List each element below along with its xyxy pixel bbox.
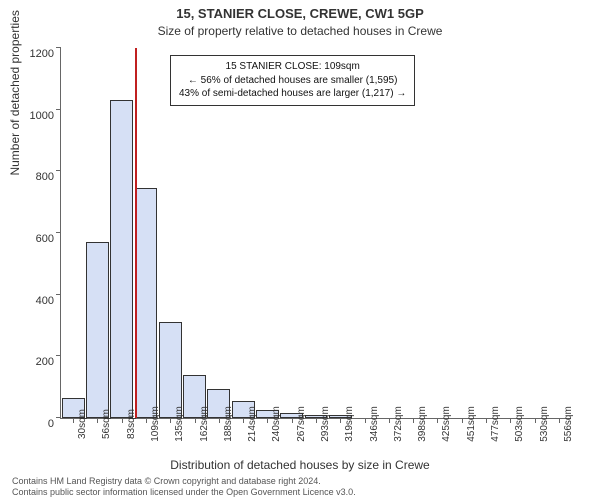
chart-title-main: 15, STANIER CLOSE, CREWE, CW1 5GP <box>0 6 600 21</box>
xtick-mark <box>559 418 560 423</box>
xtick-mark <box>389 418 390 423</box>
x-axis-label: Distribution of detached houses by size … <box>0 458 600 472</box>
annotation-box: 15 STANIER CLOSE: 109sqm← 56% of detache… <box>170 55 415 106</box>
ytick-mark <box>56 232 61 233</box>
ytick-mark <box>56 417 61 418</box>
ytick-mark <box>56 294 61 295</box>
xtick-label: 319sqm <box>344 406 355 442</box>
ytick-mark <box>56 109 61 110</box>
target-line <box>135 48 137 418</box>
chart-container: 15, STANIER CLOSE, CREWE, CW1 5GP Size o… <box>0 0 600 500</box>
histogram-bar <box>159 322 182 418</box>
xtick-label: 425sqm <box>441 406 452 442</box>
xtick-mark <box>195 418 196 423</box>
xtick-mark <box>365 418 366 423</box>
xtick-label: 372sqm <box>393 406 404 442</box>
xtick-mark <box>73 418 74 423</box>
footer-attribution: Contains HM Land Registry data © Crown c… <box>12 476 356 498</box>
histogram-bar <box>86 242 109 418</box>
histogram-bar <box>135 188 158 418</box>
annotation-line: 43% of semi-detached houses are larger (… <box>179 87 406 101</box>
xtick-mark <box>535 418 536 423</box>
xtick-mark <box>413 418 414 423</box>
xtick-label: 346sqm <box>369 406 380 442</box>
annotation-line: ← 56% of detached houses are smaller (1,… <box>179 74 406 88</box>
ytick-label: 400 <box>14 295 54 307</box>
ytick-label: 1000 <box>14 110 54 122</box>
xtick-mark <box>243 418 244 423</box>
ytick-label: 800 <box>14 171 54 183</box>
ytick-mark <box>56 355 61 356</box>
xtick-label: 398sqm <box>417 406 428 442</box>
xtick-mark <box>510 418 511 423</box>
ytick-label: 600 <box>14 233 54 245</box>
xtick-mark <box>97 418 98 423</box>
xtick-mark <box>267 418 268 423</box>
xtick-label: 267sqm <box>296 406 307 442</box>
xtick-mark <box>122 418 123 423</box>
xtick-mark <box>146 418 147 423</box>
xtick-mark <box>170 418 171 423</box>
annotation-line: 15 STANIER CLOSE: 109sqm <box>179 60 406 74</box>
footer-line2: Contains public sector information licen… <box>12 487 356 498</box>
xtick-label: 503sqm <box>514 406 525 442</box>
ytick-label: 1200 <box>14 48 54 60</box>
ytick-mark <box>56 170 61 171</box>
xtick-mark <box>316 418 317 423</box>
xtick-mark <box>486 418 487 423</box>
xtick-label: 293sqm <box>320 406 331 442</box>
xtick-label: 530sqm <box>539 406 550 442</box>
xtick-mark <box>437 418 438 423</box>
xtick-label: 451sqm <box>466 406 477 442</box>
xtick-label: 477sqm <box>490 406 501 442</box>
ytick-mark <box>56 47 61 48</box>
ytick-label: 200 <box>14 356 54 368</box>
chart-title-sub: Size of property relative to detached ho… <box>0 24 600 38</box>
y-axis-label: Number of detached properties <box>8 10 22 175</box>
xtick-mark <box>219 418 220 423</box>
histogram-bar <box>110 100 133 418</box>
xtick-label: 556sqm <box>563 406 574 442</box>
xtick-label: 240sqm <box>271 406 282 442</box>
xtick-mark <box>292 418 293 423</box>
xtick-mark <box>340 418 341 423</box>
ytick-label: 0 <box>14 418 54 430</box>
xtick-mark <box>462 418 463 423</box>
footer-line1: Contains HM Land Registry data © Crown c… <box>12 476 356 487</box>
